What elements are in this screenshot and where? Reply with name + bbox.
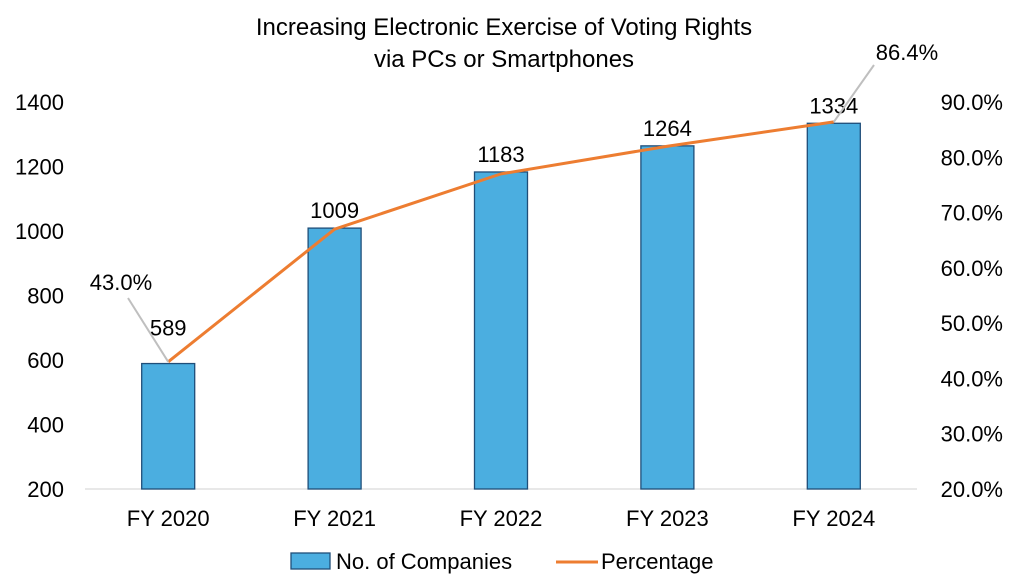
y-right-tick-label: 30.0% — [941, 422, 1003, 447]
y-right-tick-label: 60.0% — [941, 256, 1003, 281]
y-left-tick-label: 400 — [27, 413, 64, 438]
y-right-tick-label: 40.0% — [941, 366, 1003, 391]
x-tick-label: FY 2022 — [460, 506, 543, 531]
legend-label-companies: No. of Companies — [336, 549, 512, 574]
y-left-tick-label: 200 — [27, 477, 64, 502]
legend-label-percentage: Percentage — [601, 549, 714, 574]
x-tick-label: FY 2021 — [293, 506, 376, 531]
x-tick-label: FY 2023 — [626, 506, 709, 531]
percentage-series-line — [167, 120, 835, 364]
bar-value-label: 1009 — [310, 198, 359, 223]
bar-value-label: 589 — [150, 316, 187, 341]
bar — [640, 145, 695, 490]
bar-value-label: 1183 — [477, 142, 524, 167]
percentage-line — [167, 120, 835, 364]
legend-bar-swatch — [290, 552, 331, 570]
chart-title: Increasing Electronic Exercise of Voting… — [256, 14, 752, 73]
x-tick-label: FY 2020 — [127, 506, 210, 531]
y-right-tick-label: 70.0% — [941, 201, 1003, 226]
leader-line — [127, 297, 170, 363]
bar — [141, 362, 196, 490]
chart-title-line-1: Increasing Electronic Exercise of Voting… — [256, 14, 752, 41]
legend: No. of Companies Percentage — [290, 549, 714, 574]
y-left-tick-label: 1400 — [15, 90, 64, 115]
y-right-tick-label: 80.0% — [941, 145, 1003, 170]
y-left-tick-label: 1200 — [15, 155, 64, 180]
leader-line — [832, 64, 875, 123]
y-left-tick-label: 1000 — [15, 219, 64, 244]
percentage-value-label: 43.0% — [90, 270, 152, 295]
y-right-tick-label: 20.0% — [941, 477, 1003, 502]
bars — [141, 122, 861, 490]
bar — [307, 227, 362, 490]
bar — [473, 171, 529, 490]
y-left-tick-label: 800 — [27, 284, 64, 309]
y-right-tick-label: 90.0% — [941, 90, 1003, 115]
x-tick-label: FY 2024 — [792, 506, 875, 531]
bar — [806, 122, 861, 490]
bar-value-label: 1264 — [643, 116, 692, 141]
axes: 200 400 600 800 1000 1200 1400 20.0% 30.0% 40.0% 5… — [15, 90, 1003, 531]
y-right-tick-label: 50.0% — [941, 311, 1003, 336]
chart-title-line-2: via PCs or Smartphones — [374, 46, 634, 73]
y-left-tick-label: 600 — [27, 348, 64, 373]
percentage-value-label: 86.4% — [876, 40, 938, 65]
